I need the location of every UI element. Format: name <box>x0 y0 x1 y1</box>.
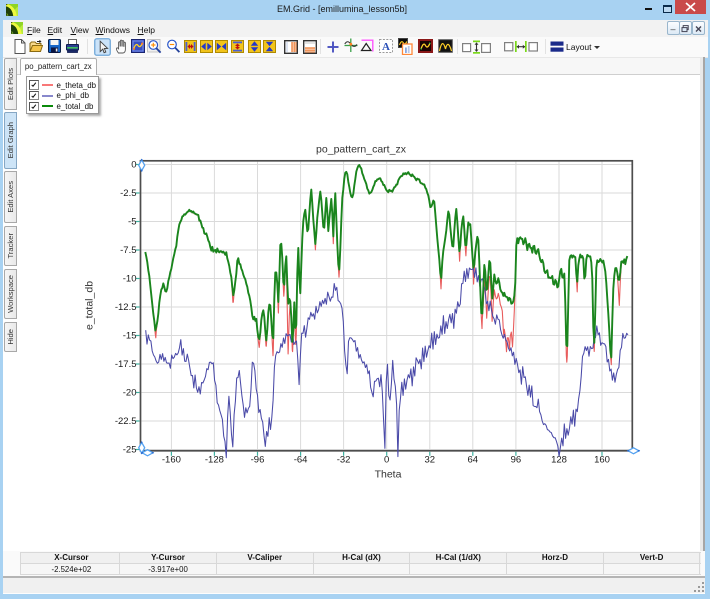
svg-text:e_total_db: e_total_db <box>84 281 96 330</box>
svg-text:-96: -96 <box>251 455 265 466</box>
svg-text:32: 32 <box>425 455 436 466</box>
svg-text:po_pattern_cart_zx: po_pattern_cart_zx <box>316 144 407 156</box>
svg-text:-17.5: -17.5 <box>115 359 137 370</box>
svg-text:64: 64 <box>468 455 479 466</box>
svg-text:160: 160 <box>594 455 610 466</box>
svg-text:-7.5: -7.5 <box>120 245 136 256</box>
svg-text:-12.5: -12.5 <box>115 302 137 313</box>
svg-text:-22.5: -22.5 <box>115 416 137 427</box>
svg-text:-2.5: -2.5 <box>120 188 136 199</box>
svg-text:-32: -32 <box>337 455 351 466</box>
svg-text:-5: -5 <box>128 217 136 228</box>
svg-text:128: 128 <box>551 455 567 466</box>
svg-text:-10: -10 <box>123 274 137 285</box>
svg-text:0: 0 <box>384 455 389 466</box>
svg-text:-160: -160 <box>162 455 181 466</box>
svg-text:-25: -25 <box>123 445 137 456</box>
svg-text:0: 0 <box>131 160 136 171</box>
svg-text:96: 96 <box>511 455 522 466</box>
svg-text:-20: -20 <box>123 388 137 399</box>
svg-text:Theta: Theta <box>375 469 402 481</box>
svg-text:A: A <box>382 41 390 53</box>
svg-text:-15: -15 <box>123 331 137 342</box>
svg-text:-128: -128 <box>205 455 224 466</box>
svg-text:-64: -64 <box>294 455 308 466</box>
